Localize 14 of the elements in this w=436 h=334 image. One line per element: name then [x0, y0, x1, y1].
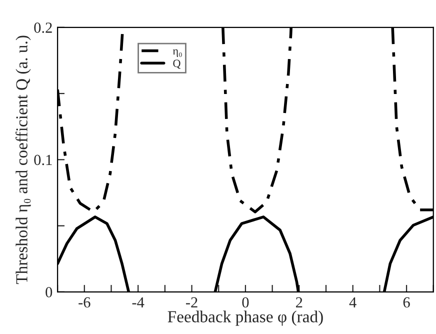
legend-label: Q: [173, 60, 181, 69]
x-tick-label: -6: [78, 297, 90, 308]
x-tick-label: 0: [242, 297, 249, 308]
y-axis-title: Threshold η₀ and coefficient Q (a. u.): [16, 36, 31, 284]
x-tick-label: -2: [186, 297, 198, 308]
x-tick-label: 2: [296, 297, 302, 308]
x-tick-label: 6: [403, 297, 410, 308]
x-tick-label: -4: [132, 297, 144, 308]
x-axis-title: Feedback phase φ (rad): [168, 310, 323, 326]
y-tick-label: 0.2: [34, 22, 52, 33]
y-tick-label: 0.1: [34, 154, 52, 166]
x-tick-label: 4: [349, 297, 356, 308]
y-tick-label: 0: [46, 287, 52, 298]
legend-label: η₀: [172, 49, 182, 57]
